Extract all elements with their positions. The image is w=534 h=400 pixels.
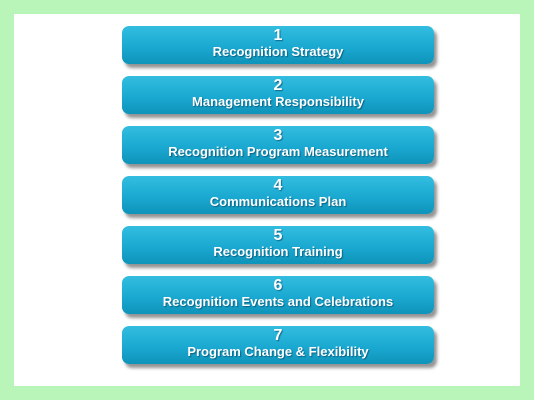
step-number: 5 xyxy=(273,227,283,244)
step-title: Recognition Events and Celebrations xyxy=(162,294,394,309)
step-title: Recognition Strategy xyxy=(212,44,344,59)
step-box-1: 1 Recognition Strategy xyxy=(122,26,434,64)
step-number: 3 xyxy=(273,127,283,144)
step-box-3: 3 Recognition Program Measurement xyxy=(122,126,434,164)
step-title: Recognition Program Measurement xyxy=(168,144,388,159)
step-title: Recognition Training xyxy=(213,244,343,259)
step-box-5: 5 Recognition Training xyxy=(122,226,434,264)
step-number: 7 xyxy=(273,327,283,344)
step-number: 4 xyxy=(273,177,283,194)
step-title: Program Change & Flexibility xyxy=(187,344,369,359)
step-box-4: 4 Communications Plan xyxy=(122,176,434,214)
step-list: 1 Recognition Strategy 2 Management Resp… xyxy=(122,26,434,364)
step-box-7: 7 Program Change & Flexibility xyxy=(122,326,434,364)
diagram-panel: 1 Recognition Strategy 2 Management Resp… xyxy=(14,14,520,386)
step-box-2: 2 Management Responsibility xyxy=(122,76,434,114)
step-title: Communications Plan xyxy=(209,194,347,209)
step-number: 2 xyxy=(273,77,283,94)
step-title: Management Responsibility xyxy=(192,94,364,109)
step-number: 1 xyxy=(273,27,283,44)
step-number: 6 xyxy=(273,277,283,294)
step-box-6: 6 Recognition Events and Celebrations xyxy=(122,276,434,314)
